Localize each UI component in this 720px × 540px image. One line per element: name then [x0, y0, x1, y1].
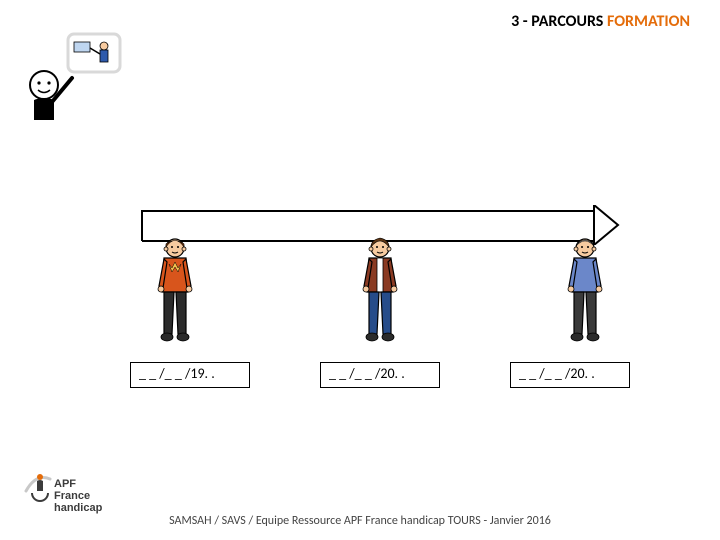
timeline-arrow	[140, 205, 620, 237]
date-box-1: _ _ /_ _ /19. .	[130, 362, 250, 388]
presenter-icon	[24, 30, 124, 125]
svg-text:APF: APF	[54, 478, 76, 490]
figures-row	[150, 234, 610, 344]
figure-young	[150, 234, 200, 344]
date-box-2: _ _ /_ _ /20. .	[320, 362, 440, 388]
page-title: 3 - PARCOURS FORMATION	[511, 12, 690, 31]
figure-elder	[560, 234, 610, 344]
footer-text: SAMSAH / SAVS / Equipe Ressource APF Fra…	[0, 514, 720, 528]
title-accent: FORMATION	[607, 12, 690, 31]
svg-text:handicap: handicap	[54, 502, 103, 514]
dates-row: _ _ /_ _ /19. . _ _ /_ _ /20. . _ _ /_ _…	[130, 362, 630, 388]
date-box-3: _ _ /_ _ /20. .	[510, 362, 630, 388]
figure-adult	[355, 234, 405, 344]
title-prefix: 3 - PARCOURS	[511, 12, 607, 31]
svg-text:France: France	[54, 490, 90, 502]
